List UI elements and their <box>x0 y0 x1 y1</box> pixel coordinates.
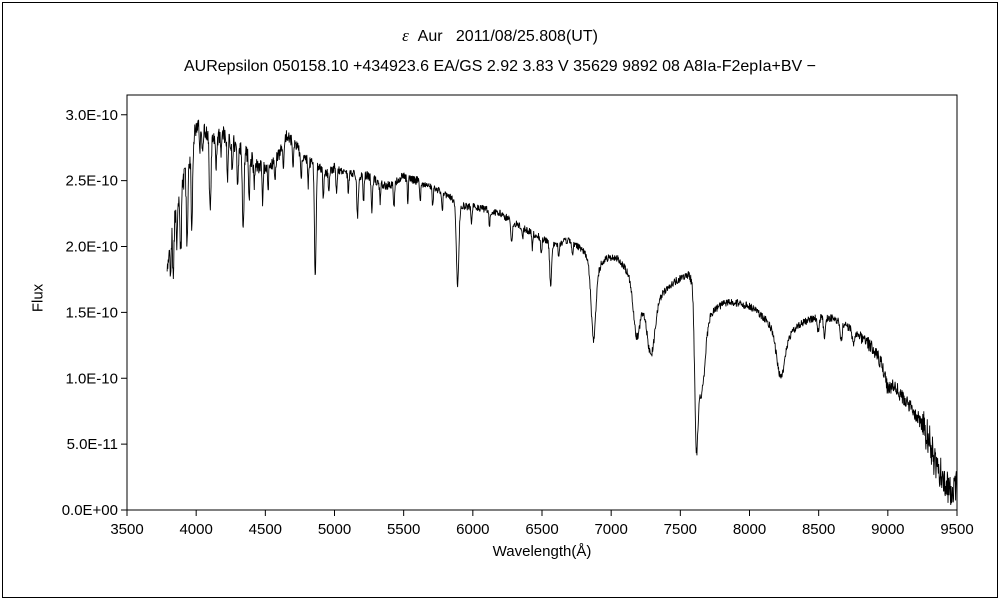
x-tick-label: 5000 <box>318 521 351 538</box>
x-tick-label: 8500 <box>802 521 835 538</box>
x-tick-label: 8000 <box>733 521 766 538</box>
epsilon-symbol: ε <box>402 26 409 45</box>
chart-title: ε Aur 2011/08/25.808(UT) <box>0 26 1000 46</box>
x-axis-label: Wavelength(Å) <box>492 543 592 560</box>
y-tick-label: 2.0E-10 <box>65 239 118 256</box>
chart-subtitle: AURepsilon 050158.10 +434923.6 EA/GS 2.9… <box>183 58 817 75</box>
y-tick-label: 2.5E-10 <box>65 173 118 190</box>
spectrum-trace <box>166 119 958 506</box>
chart-title-text: Aur 2011/08/25.808(UT) <box>408 28 598 45</box>
x-tick-label: 9000 <box>871 521 904 538</box>
y-tick-label: 5.0E-11 <box>67 436 118 453</box>
x-tick-label: 4500 <box>249 521 282 538</box>
x-tick-label: 6500 <box>525 521 558 538</box>
x-tick-label: 4000 <box>179 521 212 538</box>
y-tick-label: 1.0E-10 <box>65 370 118 387</box>
x-tick-label: 7500 <box>664 521 697 538</box>
x-tick-label: 9500 <box>940 521 973 538</box>
y-tick-label: 3.0E-10 <box>65 107 118 124</box>
x-tick-label: 6000 <box>456 521 489 538</box>
y-tick-label: 0.0E+00 <box>62 502 118 519</box>
x-tick-label: 7000 <box>594 521 627 538</box>
x-tick-label: 5500 <box>387 521 420 538</box>
x-tick-label: 3500 <box>110 521 143 538</box>
y-tick-label: 1.5E-10 <box>65 304 118 321</box>
